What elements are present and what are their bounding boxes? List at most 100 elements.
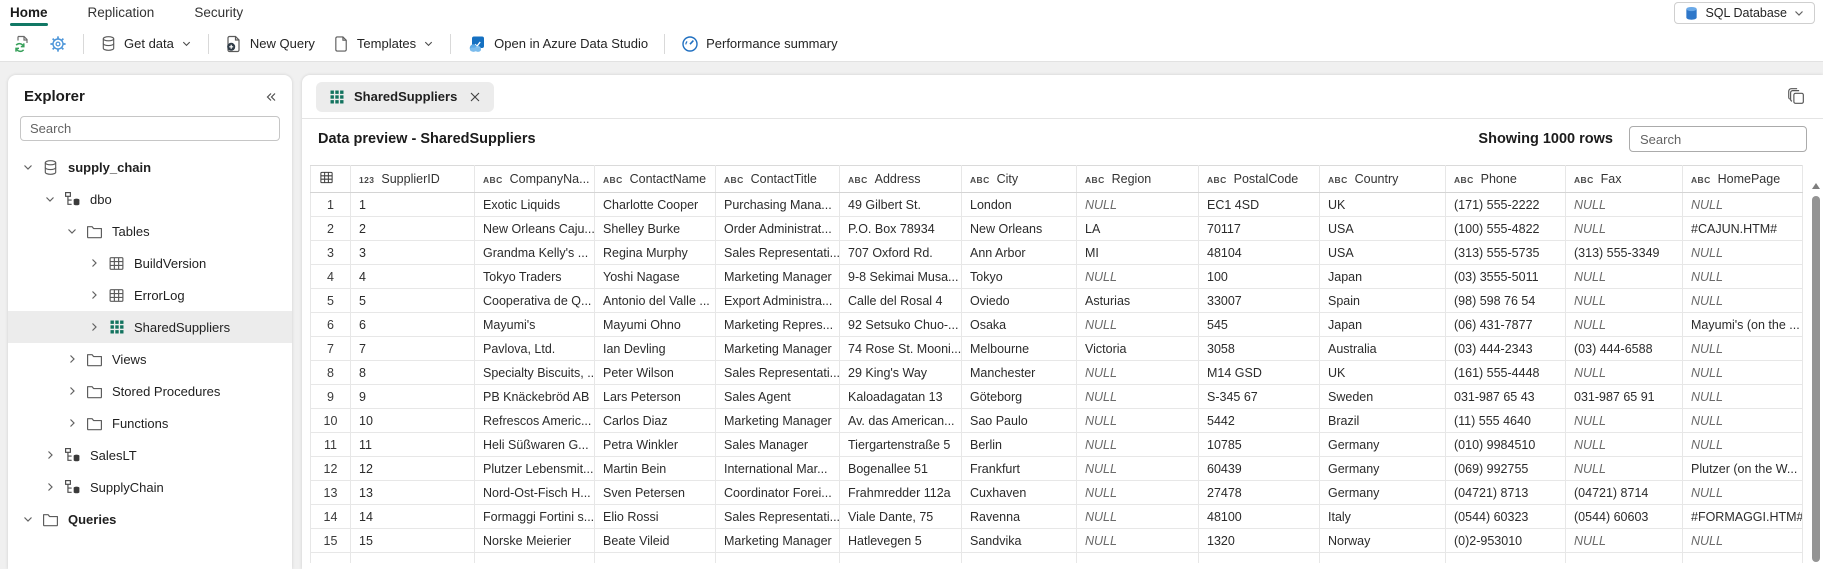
toolbar-refresh-schema-icon[interactable] — [4, 30, 40, 58]
grid-cell[interactable]: UK — [1319, 360, 1446, 385]
grid-cell[interactable]: Brazil — [1319, 408, 1446, 433]
grid-cell[interactable]: NULL — [1682, 480, 1803, 505]
grid-search-input[interactable] — [1629, 126, 1807, 152]
grid-cell[interactable]: 92 Setsuko Chuo-... — [839, 312, 962, 337]
chevron-right-icon[interactable] — [44, 449, 56, 461]
grid-cell[interactable]: Sao Paulo — [961, 408, 1077, 433]
nav-tab-replication[interactable]: Replication — [87, 5, 155, 20]
grid-cell[interactable]: NULL — [1682, 240, 1803, 265]
tree-item-errorlog[interactable]: ErrorLog — [8, 279, 292, 311]
grid-cell[interactable]: Berlin — [961, 432, 1077, 457]
chevron-right-icon[interactable] — [66, 385, 78, 397]
grid-cell[interactable]: 27478 — [1198, 480, 1320, 505]
grid-cell[interactable]: London — [961, 192, 1077, 217]
grid-cell[interactable]: Manchester — [961, 360, 1077, 385]
grid-cell[interactable]: NULL — [1076, 480, 1199, 505]
chevron-right-icon[interactable] — [88, 289, 100, 301]
grid-cell[interactable]: NULL — [1565, 408, 1683, 433]
grid-cell[interactable]: 5442 — [1198, 408, 1320, 433]
chevron-down-icon[interactable] — [44, 193, 56, 205]
grid-cell[interactable]: Cooperativa de Q... — [474, 288, 595, 313]
grid-cell[interactable]: NULL — [1076, 384, 1199, 409]
toolbar-get-data[interactable]: Get data — [91, 30, 201, 58]
chevron-right-icon[interactable] — [66, 417, 78, 429]
grid-cell[interactable]: Pavlova, Ltd. — [474, 336, 595, 361]
row-number-cell[interactable]: 1 — [310, 192, 351, 217]
grid-cell[interactable]: Oviedo — [961, 288, 1077, 313]
grid-cell[interactable]: Australia — [1319, 336, 1446, 361]
column-header-postalcode[interactable]: ABC PostalCode — [1198, 165, 1320, 193]
row-number-cell[interactable]: 12 — [310, 456, 351, 481]
chevron-right-icon[interactable] — [66, 353, 78, 365]
grid-cell[interactable]: 8 — [350, 360, 475, 385]
grid-cell[interactable]: NULL — [1076, 408, 1199, 433]
tree-item-views[interactable]: Views — [8, 343, 292, 375]
grid-cell[interactable]: Tiergartenstraße 5 — [839, 432, 962, 457]
row-number-cell[interactable]: 13 — [310, 480, 351, 505]
grid-cell[interactable]: Export Administra... — [715, 288, 840, 313]
grid-cell[interactable]: Refrescos Americ... — [474, 408, 595, 433]
column-header-phone[interactable]: ABC Phone — [1445, 165, 1566, 193]
grid-cell[interactable]: (98) 598 76 54 — [1445, 288, 1566, 313]
chevron-right-icon[interactable] — [44, 481, 56, 493]
tree-item-stored-procedures[interactable]: Stored Procedures — [8, 375, 292, 407]
grid-cell[interactable]: 031-987 65 91 — [1565, 384, 1683, 409]
grid-cell[interactable]: Ann Arbor — [961, 240, 1077, 265]
grid-cell[interactable]: (04721) 8713 — [1445, 480, 1566, 505]
grid-cell[interactable]: PB Knäckebröd AB — [474, 384, 595, 409]
grid-cell[interactable]: (313) 555-3349 — [1565, 240, 1683, 265]
grid-cell[interactable]: NULL — [1565, 432, 1683, 457]
column-header-contactname[interactable]: ABC ContactName — [594, 165, 716, 193]
grid-cell[interactable]: NULL — [1682, 432, 1803, 457]
grid-cell[interactable]: 10785 — [1198, 432, 1320, 457]
grid-cell[interactable]: NULL — [1682, 360, 1803, 385]
explorer-search-input[interactable] — [20, 116, 280, 141]
grid-cell[interactable]: 100 — [1198, 264, 1320, 289]
grid-cell[interactable]: (171) 555-2222 — [1445, 192, 1566, 217]
grid-cell[interactable]: NULL — [1565, 192, 1683, 217]
row-number-cell[interactable]: 3 — [310, 240, 351, 265]
grid-cell[interactable]: NULL — [1565, 456, 1683, 481]
grid-cell[interactable]: Carlos Diaz — [594, 408, 716, 433]
chevron-down-icon[interactable] — [22, 513, 34, 525]
nav-tab-home[interactable]: Home — [10, 0, 48, 26]
grid-cell[interactable]: New Orleans Caju... — [474, 216, 595, 241]
grid-cell[interactable]: NULL — [1565, 216, 1683, 241]
row-number-cell[interactable]: 2 — [310, 216, 351, 241]
grid-cell[interactable]: (100) 555-4822 — [1445, 216, 1566, 241]
grid-cell[interactable]: (313) 555-5735 — [1445, 240, 1566, 265]
grid-cell[interactable]: Victoria — [1076, 336, 1199, 361]
grid-cell[interactable]: Sales Representati... — [715, 360, 840, 385]
grid-cell[interactable]: Kaloadagatan 13 — [839, 384, 962, 409]
grid-cell[interactable]: Grandma Kelly's ... — [474, 240, 595, 265]
grid-cell[interactable]: NULL — [1565, 360, 1683, 385]
row-number-cell[interactable]: 10 — [310, 408, 351, 433]
grid-cell[interactable]: 14 — [350, 504, 475, 529]
grid-cell[interactable]: Sven Petersen — [594, 480, 716, 505]
grid-cell[interactable]: Mayumi's — [474, 312, 595, 337]
tab-sharedsuppliers[interactable]: SharedSuppliers — [316, 81, 495, 112]
grid-cell[interactable]: Mayumi Ohno — [594, 312, 716, 337]
column-header-region[interactable]: ABC Region — [1076, 165, 1199, 193]
grid-cell[interactable]: (161) 555-4448 — [1445, 360, 1566, 385]
grid-cell[interactable]: 11 — [350, 432, 475, 457]
grid-cell[interactable]: (0544) 60603 — [1565, 504, 1683, 529]
column-header-fax[interactable]: ABC Fax — [1565, 165, 1683, 193]
grid-cell[interactable]: 9 — [350, 384, 475, 409]
grid-cell[interactable]: Bogenallee 51 — [839, 456, 962, 481]
tree-item-buildversion[interactable]: BuildVersion — [8, 247, 292, 279]
grid-cell[interactable]: USA — [1319, 216, 1446, 241]
grid-cell[interactable]: Göteborg — [961, 384, 1077, 409]
grid-cell[interactable]: 707 Oxford Rd. — [839, 240, 962, 265]
grid-cell[interactable]: Plutzer Lebensmit... — [474, 456, 595, 481]
grid-cell[interactable]: Japan — [1319, 312, 1446, 337]
grid-cell[interactable]: LA — [1076, 216, 1199, 241]
row-number-cell[interactable]: 14 — [310, 504, 351, 529]
grid-cell[interactable]: Cuxhaven — [961, 480, 1077, 505]
grid-cell[interactable]: NULL — [1076, 360, 1199, 385]
grid-cell[interactable]: Sandvika — [961, 528, 1077, 553]
grid-cell[interactable]: NULL — [1076, 192, 1199, 217]
row-number-cell[interactable]: 15 — [310, 528, 351, 553]
grid-cell[interactable]: (03) 444-6588 — [1565, 336, 1683, 361]
grid-cell[interactable]: NULL — [1565, 312, 1683, 337]
